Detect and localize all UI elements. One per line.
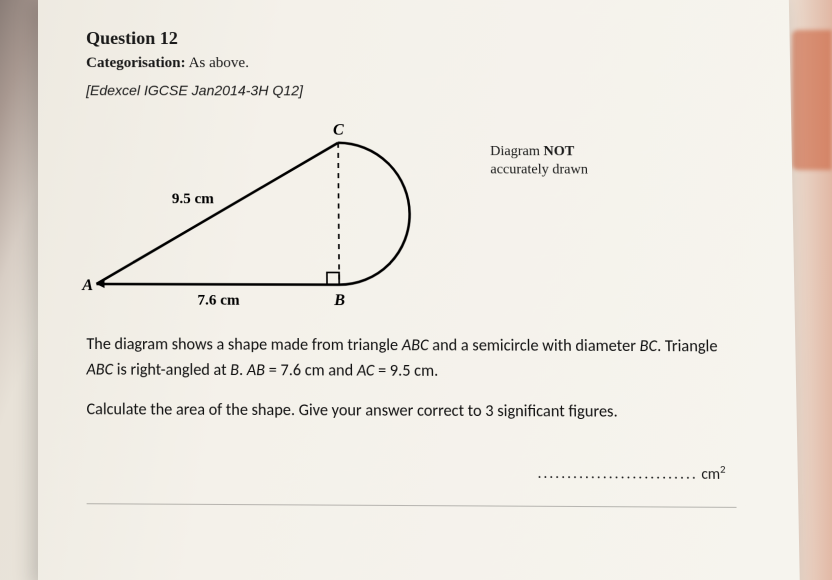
answer-unit: cm bbox=[701, 466, 720, 485]
side-ab bbox=[96, 284, 339, 285]
diagram-accuracy-note: Diagram NOT accurately drawn bbox=[490, 143, 588, 180]
question-number: Question 12 bbox=[86, 28, 729, 49]
p1-text-g: = 9.5 cm. bbox=[374, 361, 438, 381]
p1-text-b: and a semicircle with diameter bbox=[428, 336, 639, 356]
paragraph-2: Calculate the area of the shape. Give yo… bbox=[86, 397, 735, 425]
note-line2: accurately drawn bbox=[490, 162, 588, 177]
label-c: C bbox=[333, 122, 344, 139]
paragraph-1: The diagram shows a shape made from tria… bbox=[86, 333, 734, 386]
note-word-not: NOT bbox=[543, 144, 574, 159]
categorisation-label: Categorisation: bbox=[86, 55, 186, 71]
p1-text-c: . Triangle bbox=[657, 337, 718, 357]
p1-ab: AB bbox=[247, 361, 265, 380]
label-ab-length: 7.6 cm bbox=[197, 292, 240, 308]
p1-text-d: is right-angled at bbox=[113, 360, 230, 380]
categorisation-line: Categorisation: As above. bbox=[86, 55, 729, 72]
label-b: B bbox=[333, 292, 345, 309]
right-angle-marker bbox=[327, 272, 339, 284]
answer-line: ........................... cm2 bbox=[87, 460, 737, 485]
p1-b: B bbox=[230, 361, 239, 380]
side-ac bbox=[96, 142, 339, 284]
p1-text-f: = 7.6 cm and bbox=[265, 361, 357, 381]
side-bc-dashed bbox=[338, 143, 339, 285]
label-a: A bbox=[81, 277, 93, 294]
semicircle-arc bbox=[338, 143, 410, 285]
p1-text-a: The diagram shows a shape made from tria… bbox=[86, 335, 401, 356]
question-body: The diagram shows a shape made from tria… bbox=[86, 333, 735, 426]
triangle-semicircle-diagram: A B C 9.5 cm 7.6 cm bbox=[76, 112, 461, 315]
p1-abc-1: ABC bbox=[402, 336, 429, 356]
p1-bc: BC bbox=[639, 337, 657, 357]
answer-exponent: 2 bbox=[720, 463, 726, 476]
label-ac-length: 9.5 cm bbox=[172, 191, 215, 207]
answer-dots: ........................... bbox=[537, 465, 698, 484]
source-reference: [Edexcel IGCSE Jan2014-3H Q12] bbox=[86, 82, 729, 98]
bottom-rule bbox=[87, 504, 737, 509]
p1-ac: AC bbox=[357, 361, 375, 380]
note-word-diagram: Diagram bbox=[490, 144, 540, 159]
categorisation-value: As above. bbox=[189, 55, 249, 71]
exam-page: Question 12 Categorisation: As above. [E… bbox=[38, 0, 800, 580]
p1-abc-2: ABC bbox=[86, 360, 113, 379]
figure-region: A B C 9.5 cm 7.6 cm Diagram NOT accurate… bbox=[86, 112, 733, 316]
